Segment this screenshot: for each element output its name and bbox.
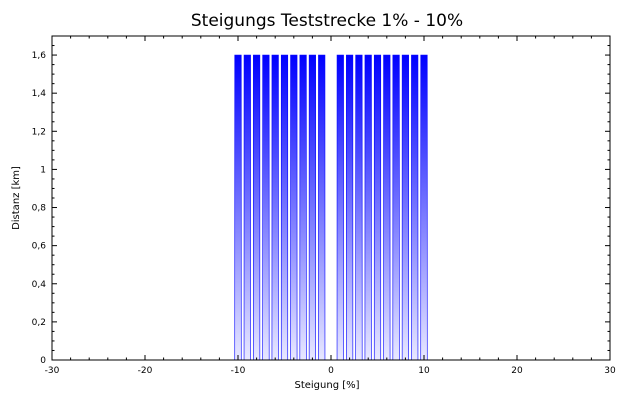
- y-axis-label: Distanz [km]: [11, 166, 22, 230]
- y-tick-label: 1: [40, 165, 46, 175]
- x-axis: -30 -20 -10 0 10 20 30: [45, 36, 616, 376]
- bar: [411, 54, 419, 361]
- y-tick-label: 0: [40, 356, 46, 366]
- bar: [262, 54, 270, 361]
- bar-series: [234, 54, 428, 361]
- y-tick-label: 0,2: [32, 318, 46, 328]
- bar: [373, 54, 382, 361]
- bar: [271, 54, 279, 361]
- bar: [243, 54, 251, 361]
- y-tick-label: 0,8: [32, 204, 47, 214]
- chart-title: Steigungs Teststrecke 1% - 10%: [191, 11, 463, 31]
- y-tick-label: 1,2: [32, 127, 46, 137]
- bar: [355, 54, 363, 361]
- bar: [280, 54, 289, 361]
- x-tick-label: -30: [45, 366, 60, 376]
- bar: [364, 54, 372, 361]
- x-tick-label: -20: [138, 366, 153, 376]
- bar: [401, 54, 409, 361]
- x-tick-label: 10: [418, 366, 430, 376]
- x-axis-label: Steigung [%]: [294, 380, 359, 391]
- x-tick-label: 0: [328, 366, 334, 376]
- plot-frame: [51, 35, 611, 361]
- y-tick-label: 1,4: [32, 89, 47, 99]
- bar: [290, 54, 298, 361]
- bar: [253, 54, 261, 361]
- bar: [299, 54, 307, 361]
- bar: [308, 54, 316, 361]
- bar: [383, 54, 391, 361]
- bar: [318, 54, 326, 361]
- bar: [346, 54, 354, 361]
- x-tick-label: 30: [604, 366, 616, 376]
- bar: [420, 54, 428, 361]
- y-tick-label: 0,6: [32, 242, 47, 252]
- y-tick-label: 0,4: [32, 280, 47, 290]
- bar: [234, 54, 242, 361]
- bar: [336, 54, 344, 361]
- bar: [392, 54, 400, 361]
- x-tick-label: -10: [231, 366, 246, 376]
- y-tick-label: 1,6: [32, 51, 47, 61]
- x-tick-label: 20: [511, 366, 523, 376]
